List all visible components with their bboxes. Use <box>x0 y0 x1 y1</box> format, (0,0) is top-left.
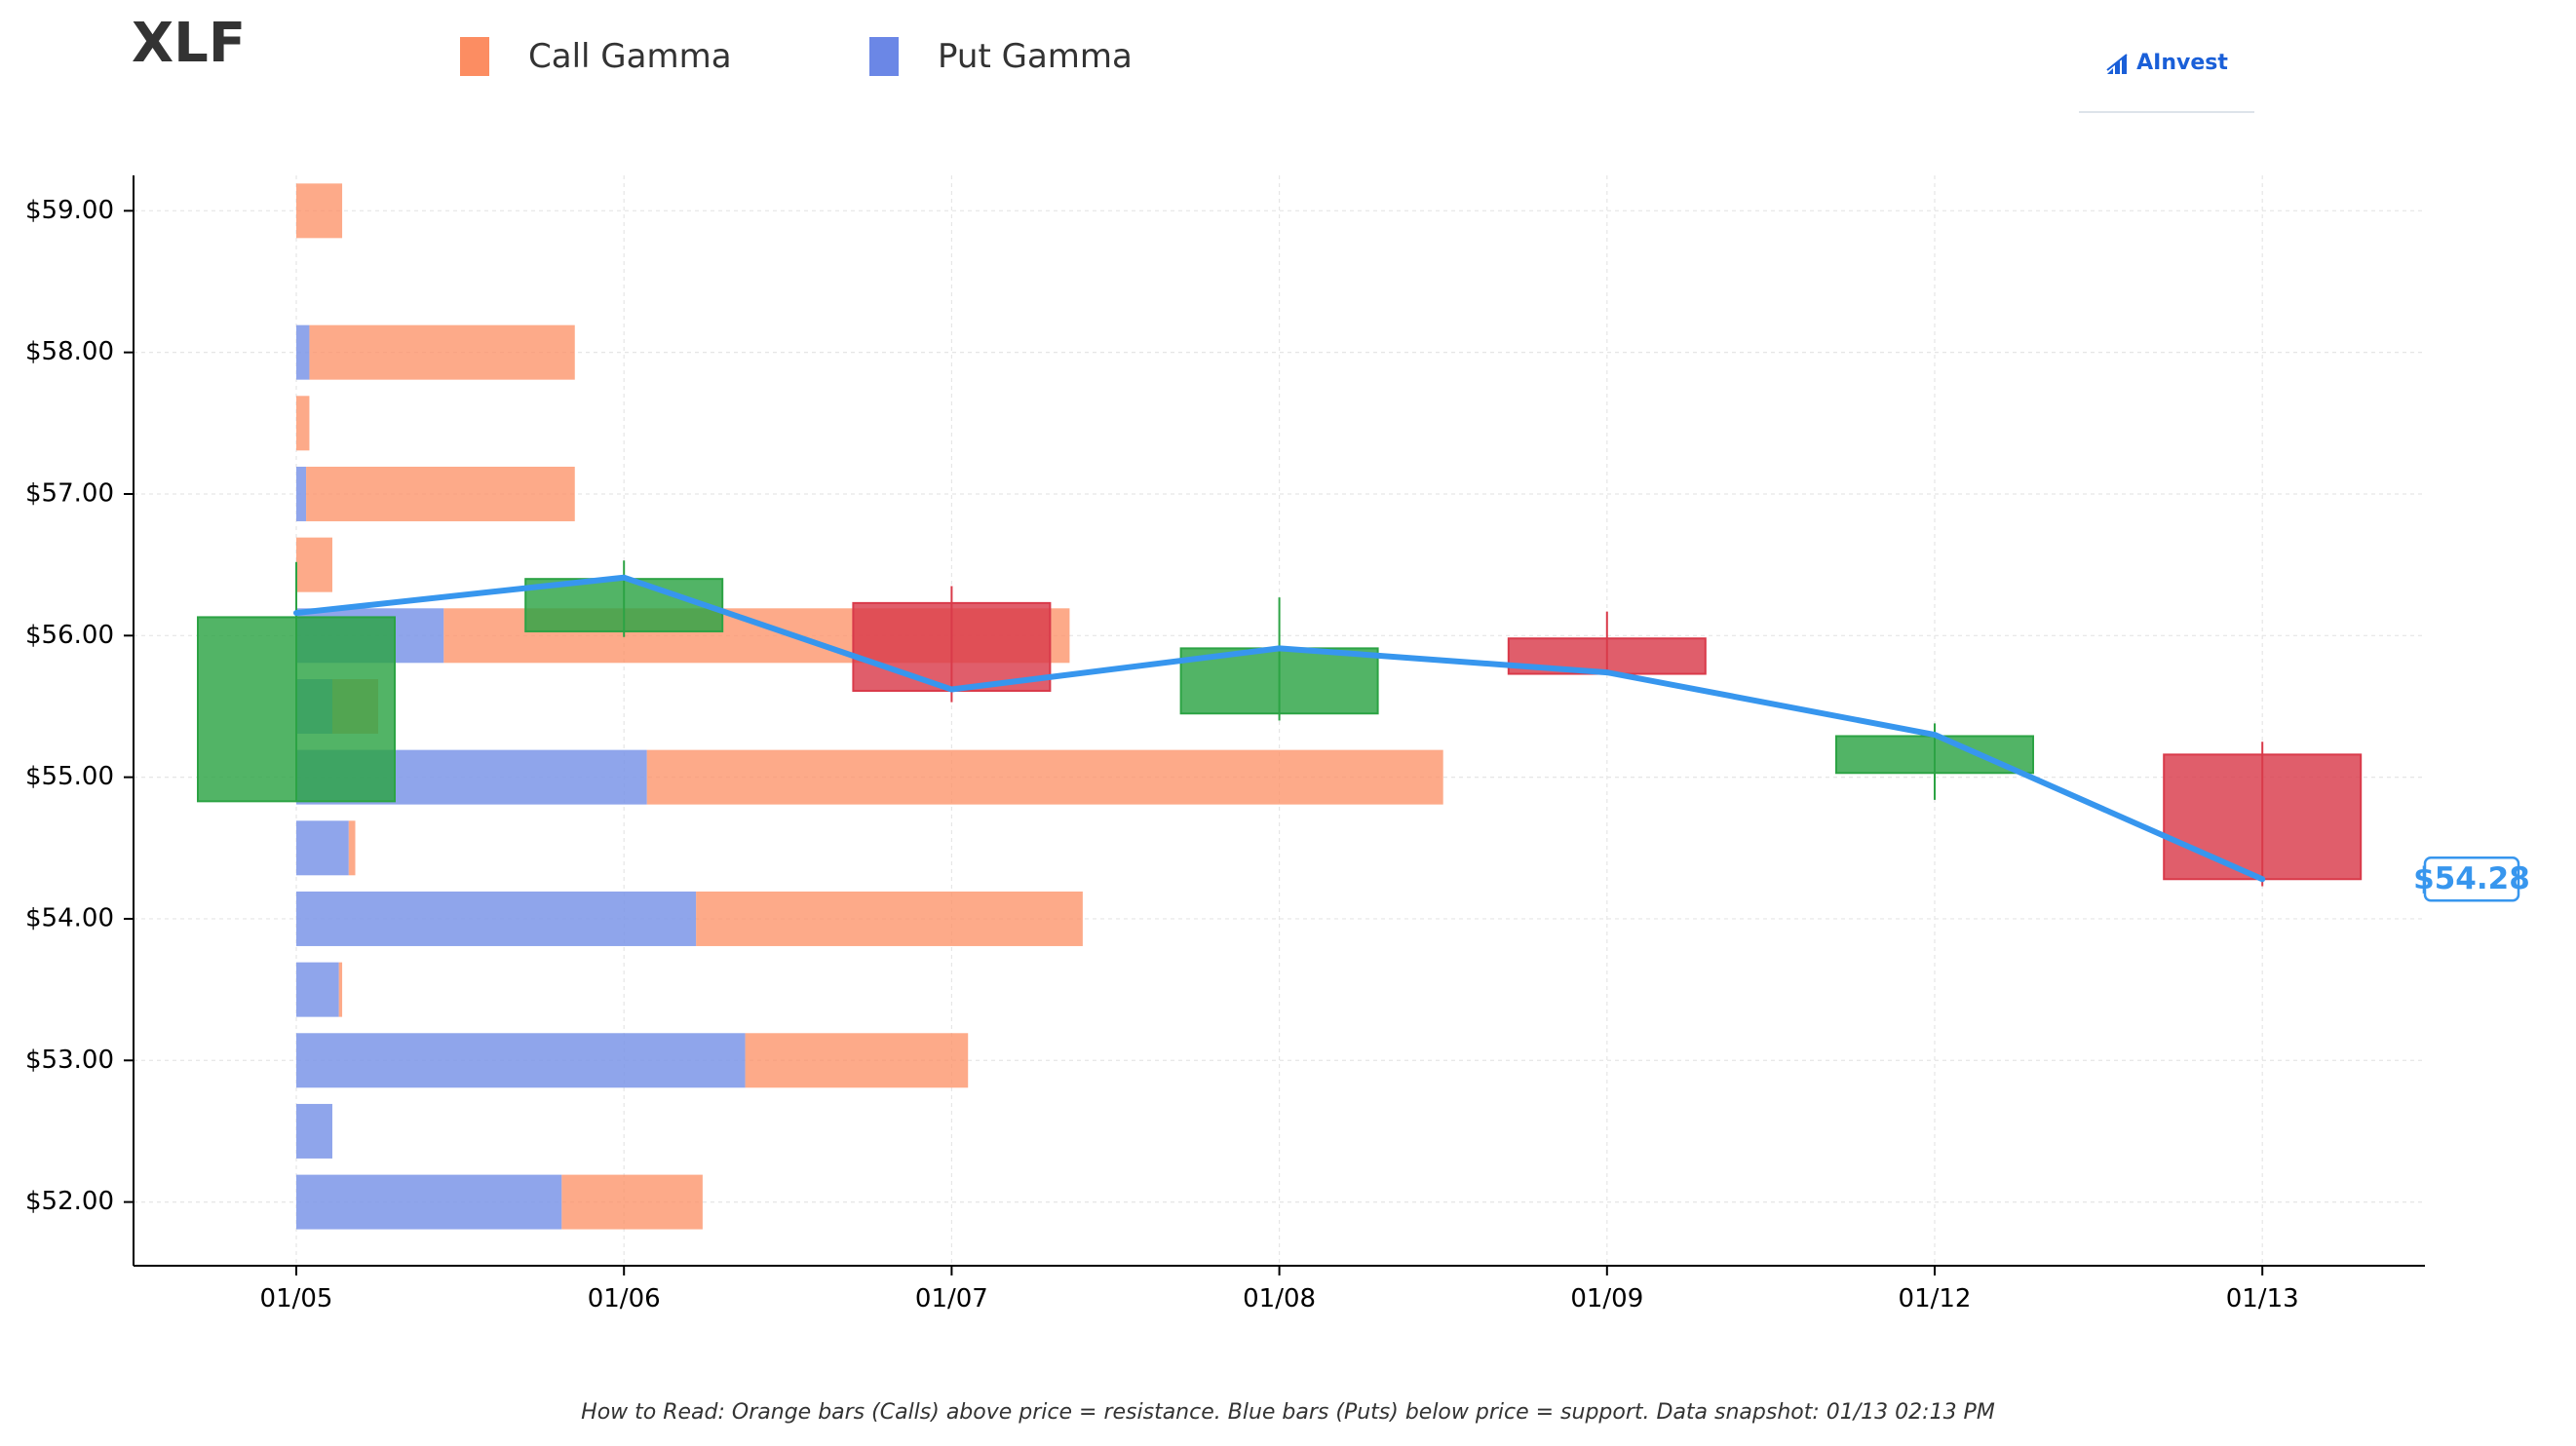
y-tick-label: $53.00 <box>25 1046 114 1075</box>
y-tick-label: $55.00 <box>25 762 114 791</box>
call-gamma-bar <box>561 1174 703 1230</box>
put-gamma-bar <box>296 466 307 521</box>
y-tick-label: $52.00 <box>25 1187 114 1216</box>
x-tick-label: 01/09 <box>1570 1284 1643 1313</box>
price-label-layer: $54.28 <box>2413 856 2530 902</box>
price-line <box>293 574 2266 883</box>
put-gamma-swatch <box>869 37 899 76</box>
call-gamma-bar <box>296 183 343 239</box>
price-line-layer <box>293 574 2266 883</box>
candle-body <box>2163 753 2363 881</box>
put-gamma-bar <box>296 1033 746 1088</box>
y-tick-label: $54.00 <box>25 903 114 932</box>
axis-layer: $52.00 $53.00 $54.00 $55.00 $56.00 $57.00 $58.… <box>25 175 2425 1313</box>
put-gamma-bar <box>296 891 697 946</box>
brand-bars-icon <box>2106 54 2128 74</box>
put-gamma-bar <box>296 1174 562 1230</box>
x-tick-label: 01/13 <box>2226 1284 2299 1313</box>
candle-body <box>197 616 396 803</box>
candle-body <box>852 601 1052 692</box>
current-price-label: $54.28 <box>2413 861 2530 896</box>
y-tick-label: $59.00 <box>25 196 114 225</box>
legend-call-gamma: Call Gamma <box>460 37 732 76</box>
x-tick-label: 01/12 <box>1899 1284 1972 1313</box>
call-gamma-swatch <box>460 37 489 76</box>
x-tick-label: 01/07 <box>915 1284 988 1313</box>
put-gamma-bar <box>296 324 310 380</box>
call-gamma-bar <box>646 749 1443 805</box>
call-gamma-bar <box>296 396 310 451</box>
call-gamma-bar <box>309 324 575 380</box>
call-gamma-bar <box>306 466 575 521</box>
brand-name: AInvest <box>2136 51 2228 75</box>
y-tick-label: $57.00 <box>25 478 114 508</box>
brand-logo: AInvest <box>2079 39 2254 113</box>
x-tick-label: 01/08 <box>1243 1284 1316 1313</box>
call-gamma-bar <box>745 1033 969 1088</box>
x-tick-label: 01/05 <box>260 1284 333 1313</box>
x-tick-label: 01/06 <box>588 1284 661 1313</box>
call-gamma-bar <box>348 820 356 876</box>
gamma-bar-layer <box>296 183 1443 1230</box>
ticker-title: XLF <box>132 12 247 75</box>
legend-put-gamma: Put Gamma <box>869 37 1133 76</box>
put-gamma-bar <box>296 820 349 876</box>
call-gamma-bar <box>696 891 1083 946</box>
call-gamma-bar <box>296 537 332 592</box>
y-tick-label: $56.00 <box>25 621 114 650</box>
call-gamma-bar <box>338 962 343 1017</box>
put-gamma-bar <box>296 1103 332 1159</box>
legend-label-call-gamma: Call Gamma <box>528 37 732 76</box>
candle-body <box>524 578 724 632</box>
current-price-tag <box>2423 856 2520 902</box>
legend-label-put-gamma: Put Gamma <box>938 37 1133 76</box>
y-tick-label: $58.00 <box>25 337 114 366</box>
put-gamma-bar <box>296 962 339 1017</box>
how-to-read-footnote: How to Read: Orange bars (Calls) above p… <box>581 1400 1995 1425</box>
